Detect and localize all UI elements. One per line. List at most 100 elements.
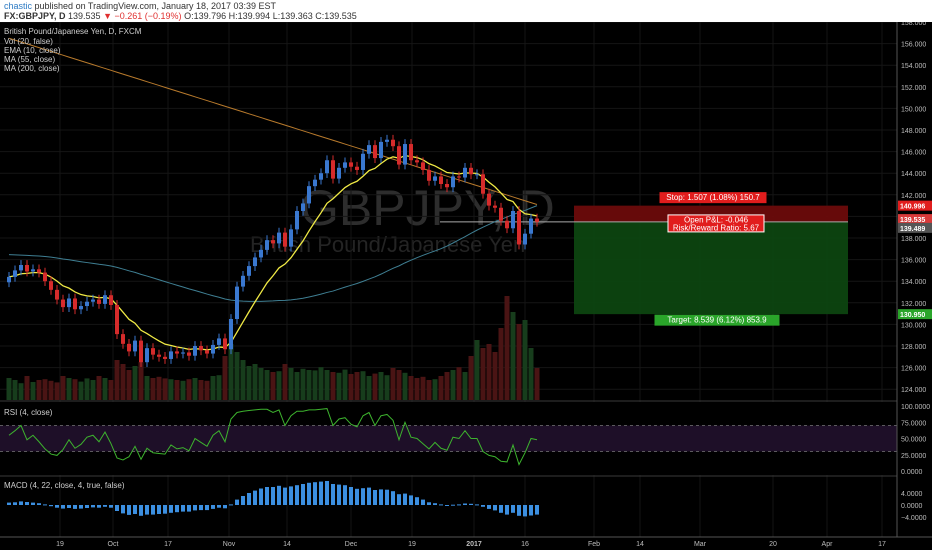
macd-bar-46 — [283, 487, 287, 505]
volume-bar-5 — [36, 380, 42, 400]
macd-bar-6 — [43, 504, 47, 506]
volume-bar-19 — [120, 364, 126, 400]
macd-bar-2 — [19, 501, 23, 505]
macd-bar-24 — [151, 505, 155, 515]
candle-body-82 — [499, 207, 503, 221]
candle-body-72 — [439, 176, 443, 184]
candle-body-81 — [493, 205, 497, 208]
volume-bar-73 — [444, 372, 450, 400]
ma55-line — [8, 205, 538, 302]
macd-bar-67 — [409, 495, 413, 505]
candle-body-75 — [457, 176, 461, 178]
candle-body-28 — [175, 351, 179, 354]
volume-bar-22 — [138, 362, 144, 400]
candle-body-40 — [247, 266, 251, 276]
candle-body-62 — [379, 141, 383, 159]
candle-body-71 — [433, 176, 437, 181]
published-text: published on TradingView.com, January 18… — [34, 1, 277, 11]
macd-bar-58 — [355, 488, 359, 505]
macd-bar-41 — [253, 490, 257, 505]
price-tick-10: 144.000 — [901, 171, 926, 178]
author-link[interactable]: chastic — [4, 1, 33, 11]
legend-ema: EMA (10, close) — [4, 46, 61, 55]
volume-bar-42 — [258, 368, 264, 400]
volume-bar-17 — [108, 380, 114, 400]
macd-bar-53 — [325, 481, 329, 505]
macd-bar-44 — [271, 487, 275, 505]
macd-bar-50 — [307, 482, 311, 505]
position-zone[interactable] — [440, 205, 848, 315]
candle-body-61 — [373, 145, 377, 159]
candle-body-35 — [217, 338, 221, 345]
price-tick-17: 158.000 — [901, 22, 926, 27]
price-tick-1: 126.000 — [901, 366, 926, 373]
date-tick-1: Oct — [108, 541, 119, 548]
ma200-line — [8, 37, 538, 205]
candle-body-56 — [343, 162, 347, 168]
volume-bar-57 — [348, 374, 354, 400]
candle-body-21 — [133, 340, 137, 352]
macd-bar-19 — [121, 505, 125, 514]
candle-body-41 — [253, 257, 257, 267]
volume-bar-9 — [60, 376, 66, 400]
volume-bar-10 — [66, 378, 72, 400]
pnl-label: Open P&L: -0.046 — [684, 215, 749, 224]
volume-bar-74 — [450, 370, 456, 400]
macd-bar-49 — [301, 484, 305, 505]
candle-body-50 — [307, 186, 311, 204]
candle-body-78 — [475, 174, 479, 176]
price-tick-3: 130.000 — [901, 322, 926, 329]
macd-bar-11 — [73, 505, 77, 509]
candle-body-10 — [67, 298, 71, 308]
volume-bar-38 — [234, 352, 240, 400]
candle-body-36 — [223, 338, 227, 350]
macd-bar-52 — [319, 481, 323, 505]
macd-bar-68 — [415, 497, 419, 505]
macd-bar-42 — [259, 488, 263, 505]
date-tick-4: 14 — [283, 541, 291, 548]
candle-body-53 — [325, 160, 329, 174]
chart-canvas[interactable]: GBPJPY, D British Pound/Japanese Yen Sto… — [0, 20, 932, 550]
volume-bar-20 — [126, 370, 132, 400]
macd-bar-57 — [349, 487, 353, 505]
watermark-symbol: GBPJPY, D — [300, 180, 555, 236]
macd-pane — [0, 475, 897, 517]
macd-bar-48 — [295, 485, 299, 505]
macd-bar-87 — [529, 505, 533, 516]
macd-bar-66 — [403, 493, 407, 505]
rsi-pane — [0, 400, 897, 475]
macd-bar-65 — [397, 494, 401, 505]
macd-bar-36 — [223, 505, 227, 509]
candle-body-29 — [181, 352, 185, 354]
date-tick-5: Dec — [345, 541, 358, 548]
volume-bar-61 — [372, 373, 378, 400]
candle-body-59 — [361, 153, 365, 170]
price-tick-9: 142.000 — [901, 193, 926, 200]
legend-ma200: MA (200, close) — [4, 64, 60, 73]
candle-body-18 — [115, 304, 119, 335]
macd-bar-34 — [211, 505, 215, 509]
price-tick-2: 128.000 — [901, 344, 926, 351]
volume-bar-13 — [84, 378, 90, 400]
candle-body-25 — [157, 354, 161, 357]
candle-body-46 — [283, 232, 287, 247]
position-labels: Stop: 1.507 (1.08%) 150.7 Open P&L: -0.04… — [654, 192, 780, 326]
ohlc-open: O:139.796 — [184, 11, 227, 21]
candle-body-15 — [97, 299, 101, 304]
candle-body-26 — [163, 356, 167, 359]
volume-bar-77 — [468, 356, 474, 400]
volume-bar-64 — [390, 368, 396, 400]
volume-bar-66 — [402, 372, 408, 400]
legend-vol: Vol (20, false) — [4, 37, 53, 46]
volume-bar-59 — [360, 371, 366, 400]
volume-bar-21 — [132, 366, 138, 400]
candlesticks[interactable] — [7, 134, 539, 368]
chart-header: chastic published on TradingView.com, Ja… — [0, 0, 932, 22]
volume-bar-62 — [378, 372, 384, 400]
candle-body-83 — [505, 220, 509, 229]
candle-body-47 — [289, 229, 293, 247]
price-tick-5: 134.000 — [901, 279, 926, 286]
macd-bar-76 — [463, 503, 467, 505]
target-price-tag: 130.950 — [900, 312, 925, 319]
chart-svg[interactable]: GBPJPY, D British Pound/Japanese Yen Sto… — [0, 20, 932, 550]
